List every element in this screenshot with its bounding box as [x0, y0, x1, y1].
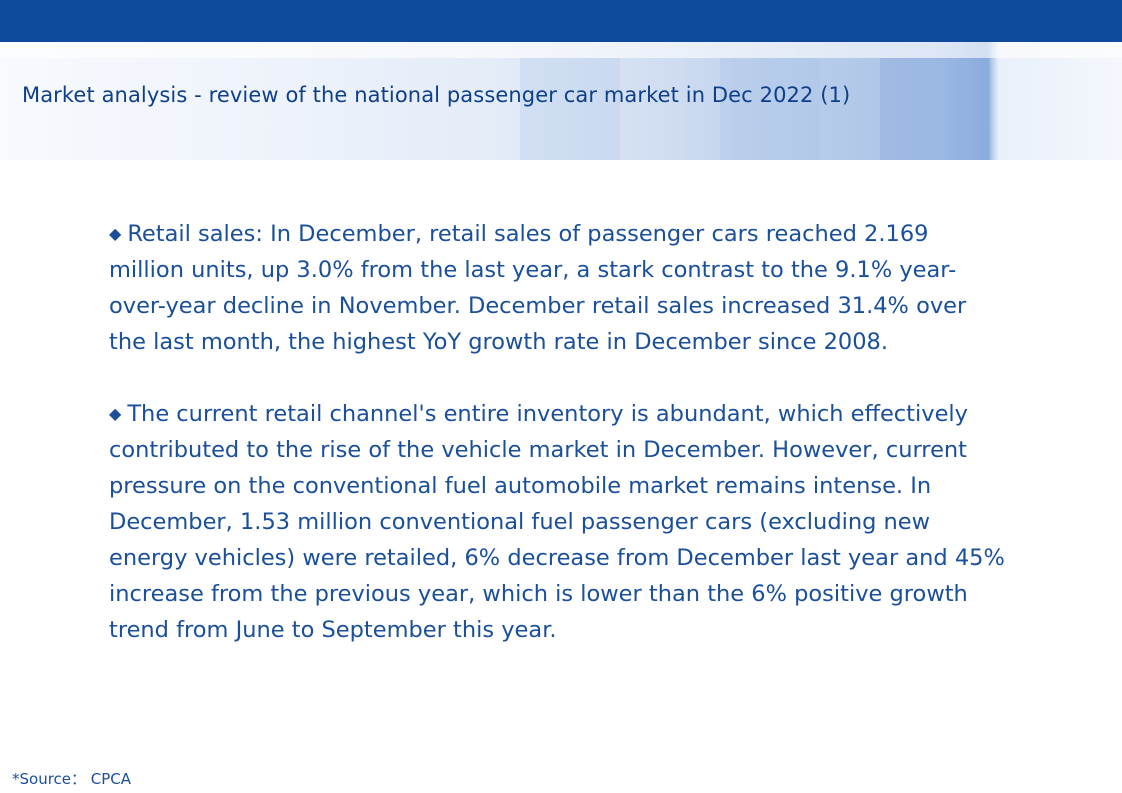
top-bar	[0, 0, 1122, 42]
paragraph-text: Retail sales: In December, retail sales …	[109, 221, 967, 355]
band-stripe	[520, 58, 620, 160]
paragraph-inventory: ◆ The current retail channel's entire inv…	[109, 396, 1009, 648]
page-title: Market analysis - review of the national…	[22, 83, 851, 107]
band-highlight	[0, 42, 1122, 58]
title-band	[0, 42, 1122, 160]
paragraph-text: The current retail channel's entire inve…	[109, 401, 1005, 643]
diamond-bullet-icon: ◆	[109, 404, 122, 423]
content-body: ◆ Retail sales: In December, retail sales…	[109, 216, 1009, 684]
paragraph-retail-sales: ◆ Retail sales: In December, retail sales…	[109, 216, 1009, 360]
band-stripe	[880, 58, 990, 160]
diamond-bullet-icon: ◆	[109, 224, 122, 243]
band-stripe	[720, 58, 820, 160]
source-note: *Source： CPCA	[12, 770, 132, 788]
